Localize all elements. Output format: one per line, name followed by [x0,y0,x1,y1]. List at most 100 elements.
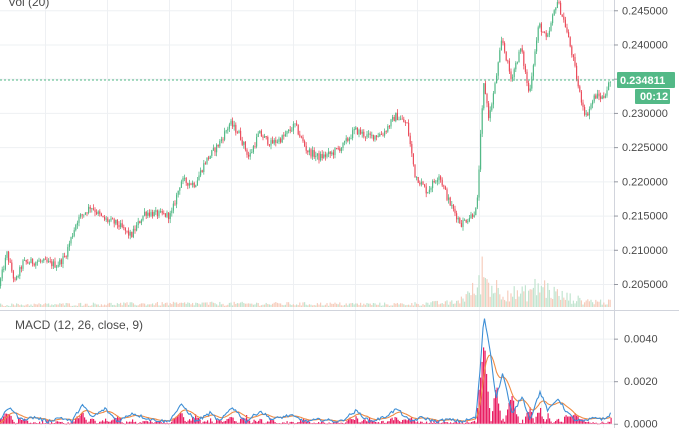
macd-hist-bar [601,421,603,424]
volume-bar [281,304,283,307]
macd-hist-bar [564,416,566,424]
volume-bar [220,304,222,307]
candle-body [600,96,602,99]
macd-hist-bar [361,421,363,424]
macd-hist-bar [304,420,306,424]
volume-bar [521,286,523,307]
candle-body [513,69,515,78]
candle-body [595,95,597,99]
volume-bar [155,303,157,307]
macd-hist-bar [447,422,449,424]
volume-bar [316,303,318,307]
macd-hist-bar [28,422,30,424]
candle-body [502,40,504,44]
candle-body [126,230,128,232]
volume-bar [243,303,245,307]
candle-body [452,204,454,209]
volume-bar [425,302,427,307]
macd-hist-bar [592,422,594,424]
volume-bar [44,303,46,307]
candle-body [14,278,16,280]
price-axis[interactable]: 0.205000 0.210000 0.215000 0.220000 0.225000… [614,5,668,291]
macd-legend[interactable]: MACD (12, 26, close, 9) [15,318,143,332]
macd-hist-bar [436,420,438,424]
candle-body [532,65,534,77]
candle-body [438,176,440,181]
volume-bar [584,302,586,307]
candle-body [108,220,110,222]
volume-bar [177,303,179,307]
macd-hist-bar [579,419,581,424]
candle-body [236,132,238,134]
volume-bar [148,304,150,307]
candle-body [171,210,173,214]
candle-body [593,95,595,102]
volume-bar [70,305,72,307]
candle-body [385,131,387,133]
volume-bar [203,302,205,307]
candle-body [483,83,485,109]
volume-bar [3,306,5,307]
volume-bar [217,305,219,307]
candle-body [68,243,70,248]
candle-body [139,221,141,224]
macd-hist-bar [298,421,300,424]
macd-hist-bar [523,423,525,424]
macd-hist-bar [313,422,315,424]
macd-hist-bar [580,419,582,424]
volume-legend[interactable]: Vol (20) [8,0,49,9]
macd-hist-bar [552,423,554,424]
volume-bars [0,256,611,307]
volume-bar [600,299,602,307]
volume-bar [411,303,413,307]
volume-bar [190,304,192,307]
candle-body [16,276,18,280]
macd-hist-bar [600,423,602,424]
volume-bar [606,304,608,307]
candle-body [603,96,605,98]
macd-hist-bar [550,421,552,424]
volume-bar [244,303,246,307]
macd-hist-bar [291,421,293,424]
macd-axis[interactable]: 0.0000 0.0020 0.0040 [614,334,658,431]
volume-bar [236,303,238,307]
volume-bar [73,305,75,307]
candle-body [363,131,365,137]
volume-bar [166,302,168,307]
candle-body [408,122,410,136]
volume-bar [254,304,256,307]
macd-hist-bar [400,422,402,424]
volume-bar [1,304,3,307]
macd-hist-bar [325,423,327,425]
candle-body [89,206,91,209]
volume-bar [46,303,48,307]
candle-body [288,129,290,132]
macd-hist-bar [97,423,99,424]
macd-hist-bar [153,423,155,424]
candle-body [590,104,592,110]
volume-bar [41,305,43,307]
volume-bar [320,302,322,307]
volume-bar [507,290,509,307]
macd-hist-bar [586,422,588,424]
candle-body [262,136,264,138]
macd-hist-bar [465,422,467,424]
candle-body [534,51,536,66]
macd-hist-bar [402,420,404,424]
macd-hist-bar [102,420,104,424]
volume-bar [121,305,123,307]
macd-hist-bar [595,422,597,424]
candlestick-series[interactable] [0,0,611,289]
candle-body [308,149,310,153]
volume-bar [531,289,533,307]
macd-hist-bar [55,421,57,424]
volume-bar [201,302,203,307]
candle-body [315,155,317,158]
volume-bar [504,299,506,307]
macd-hist-bar [597,423,599,425]
volume-bar [446,300,448,307]
candle-body [422,181,424,185]
candle-body [228,124,230,129]
